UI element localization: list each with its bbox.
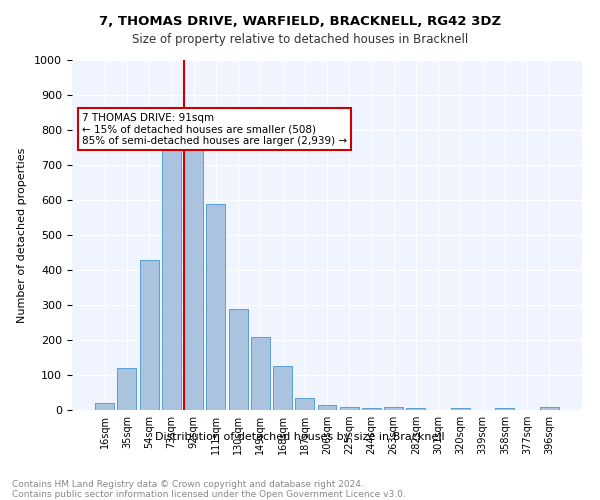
Bar xyxy=(206,204,225,410)
Bar xyxy=(496,408,514,410)
Bar xyxy=(362,408,381,410)
Text: 7 THOMAS DRIVE: 91sqm
← 15% of detached houses are smaller (508)
85% of semi-det: 7 THOMAS DRIVE: 91sqm ← 15% of detached … xyxy=(82,112,347,146)
Bar xyxy=(162,134,181,410)
Bar xyxy=(540,407,559,410)
Text: Distribution of detached houses by size in Bracknell: Distribution of detached houses by size … xyxy=(155,432,445,442)
Bar xyxy=(384,406,403,410)
Bar xyxy=(251,336,270,410)
Bar xyxy=(406,408,425,410)
Bar xyxy=(451,408,470,410)
Text: 7, THOMAS DRIVE, WARFIELD, BRACKNELL, RG42 3DZ: 7, THOMAS DRIVE, WARFIELD, BRACKNELL, RG… xyxy=(99,15,501,28)
Bar xyxy=(340,406,359,410)
Bar xyxy=(184,130,203,410)
Bar xyxy=(295,398,314,410)
Y-axis label: Number of detached properties: Number of detached properties xyxy=(17,148,28,322)
Bar xyxy=(95,403,114,410)
Text: Contains HM Land Registry data © Crown copyright and database right 2024.
Contai: Contains HM Land Registry data © Crown c… xyxy=(12,480,406,500)
Bar xyxy=(140,260,158,410)
Bar xyxy=(229,308,248,410)
Bar xyxy=(273,366,292,410)
Bar xyxy=(118,368,136,410)
Text: Size of property relative to detached houses in Bracknell: Size of property relative to detached ho… xyxy=(132,32,468,46)
Bar xyxy=(317,405,337,410)
